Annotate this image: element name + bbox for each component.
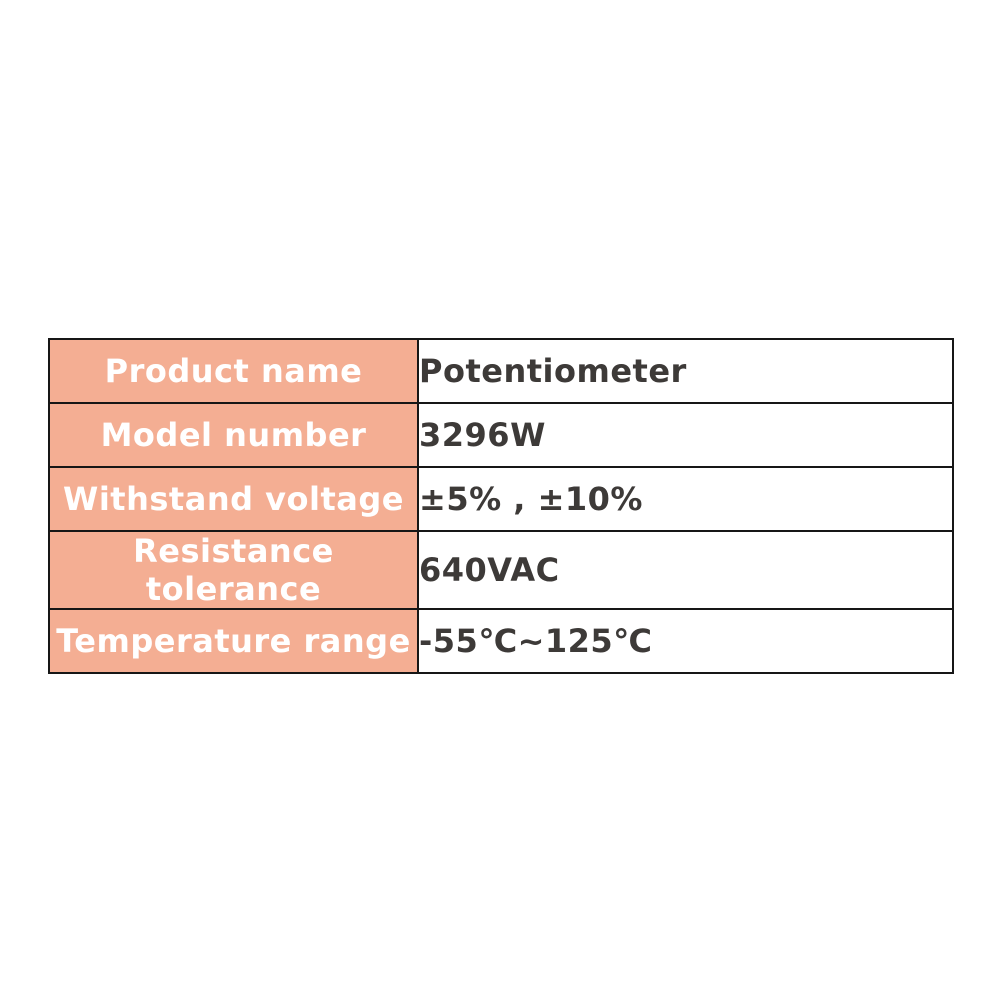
table-row: Model number 3296W [48,402,954,468]
table-row: Withstand voltage ±5% , ±10% [48,466,954,532]
table-row: Product name Potentiometer [48,338,954,404]
row-label-withstand-voltage: Withstand voltage [48,466,419,532]
row-value-model-number: 3296W [417,402,954,468]
row-value-product-name: Potentiometer [417,338,954,404]
table-row: Temperature range -55℃~125℃ [48,608,954,674]
row-value-resistance-tolerance: 640VAC [417,530,954,610]
row-label-model-number: Model number [48,402,419,468]
product-spec-table: Product name Potentiometer Model number … [48,338,954,674]
row-value-withstand-voltage: ±5% , ±10% [417,466,954,532]
row-label-temperature-range: Temperature range [48,608,419,674]
row-label-resistance-tolerance: Resistance tolerance [48,530,419,610]
table-row: Resistance tolerance 640VAC [48,530,954,610]
row-label-product-name: Product name [48,338,419,404]
row-value-temperature-range: -55℃~125℃ [417,608,954,674]
